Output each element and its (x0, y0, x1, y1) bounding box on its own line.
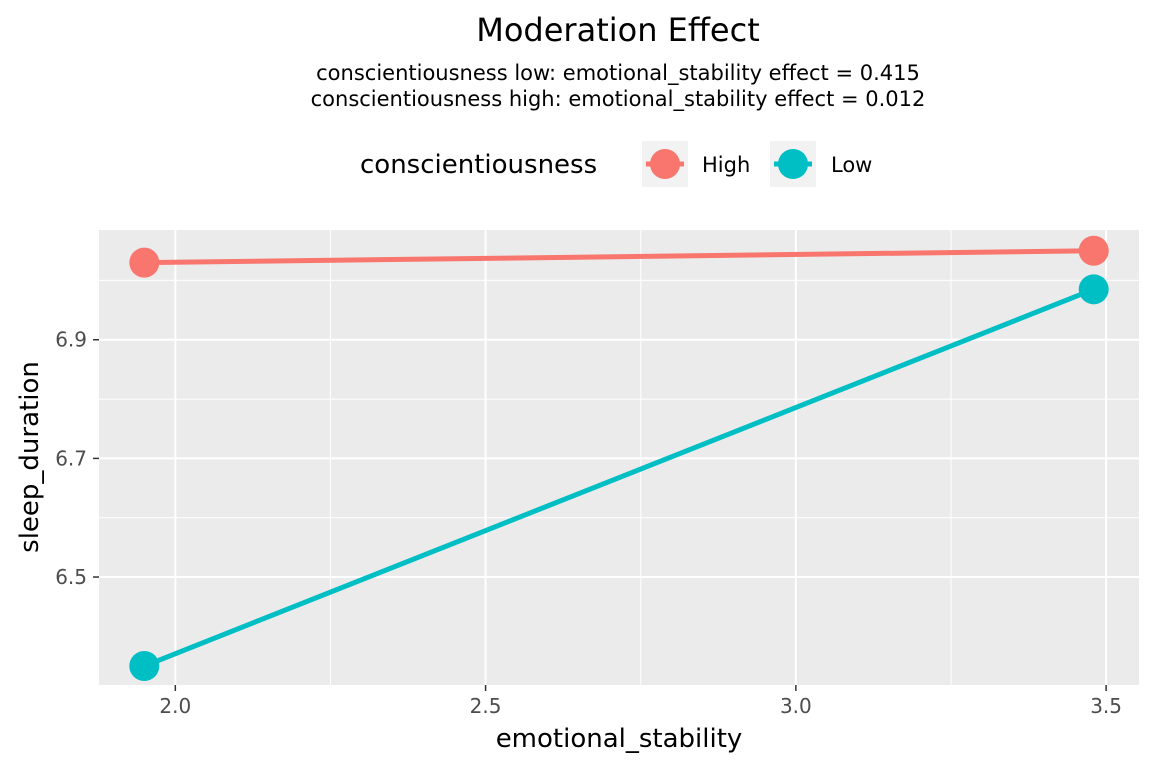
x-axis-title: emotional_stability (496, 724, 743, 754)
legend-entry-low: Low (770, 141, 872, 187)
legend-entry-high: High (642, 141, 750, 187)
series-line-high (144, 248, 1094, 266)
x-tick-label: 3.0 (780, 694, 812, 718)
legend-title: conscientiousness (360, 150, 597, 180)
series-line-low (143, 286, 1095, 669)
x-tick-label: 2.5 (470, 694, 502, 718)
legend-key-point (778, 149, 808, 179)
data-point-low (129, 651, 160, 682)
legend-label: Low (831, 153, 872, 177)
y-tick-label: 6.5 (55, 565, 87, 589)
chart-title: Moderation Effect (476, 11, 760, 49)
data-point-high (129, 247, 160, 278)
legend-label: High (702, 153, 750, 177)
chart-subtitle-line-2: conscientiousness high: emotional_stabil… (311, 87, 926, 112)
y-tick-label: 6.7 (55, 446, 87, 470)
data-point-low (1078, 274, 1109, 305)
y-axis-title: sleep_duration (15, 361, 45, 553)
legend: conscientiousness High Low (360, 141, 872, 187)
data-point-high (1078, 235, 1109, 266)
x-tick-label: 3.5 (1090, 694, 1122, 718)
x-tick-label: 2.0 (159, 694, 191, 718)
chart-subtitle-line-1: conscientiousness low: emotional_stabili… (316, 61, 920, 86)
legend-key-point (650, 149, 680, 179)
y-tick-label: 6.9 (55, 328, 87, 352)
